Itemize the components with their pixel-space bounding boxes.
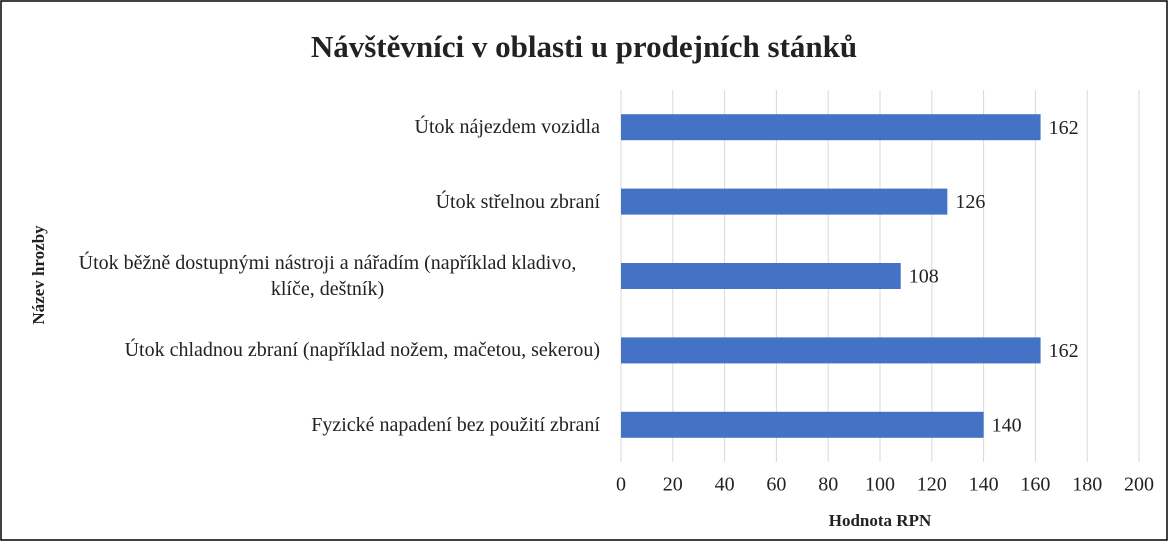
y-tick-label: Útok střelnou zbraní <box>435 190 600 213</box>
bar <box>621 188 948 215</box>
x-tick-label: 100 <box>865 474 895 496</box>
x-tick-label: 180 <box>1072 474 1102 496</box>
y-tick-label: Fyzické napadení bez použití zbraní <box>311 413 600 436</box>
x-tick-label: 80 <box>818 474 838 496</box>
x-tick-label: 20 <box>663 474 683 496</box>
x-tick-label: 60 <box>766 474 786 496</box>
x-tick-label: 140 <box>969 474 999 496</box>
x-tick-label: 200 <box>1124 474 1154 496</box>
y-tick-label: Útok běžně dostupnými nástroji a nářadím… <box>78 252 577 300</box>
y-tick-label: Útok chladnou zbraní (například nožem, m… <box>124 339 600 362</box>
x-tick-label: 120 <box>917 474 947 496</box>
data-label: 162 <box>1049 117 1079 139</box>
data-label: 108 <box>909 266 939 288</box>
chart-title: Návštěvníci v oblasti u prodejních stánk… <box>311 29 857 64</box>
y-tick-label: Útok nájezdem vozidla <box>414 116 601 139</box>
data-label: 162 <box>1049 340 1079 362</box>
data-label: 140 <box>992 414 1022 436</box>
x-axis-title: Hodnota RPN <box>829 511 932 530</box>
x-tick-label: 40 <box>715 474 735 496</box>
bar <box>621 337 1041 364</box>
bar <box>621 263 901 289</box>
x-tick-label: 160 <box>1020 474 1050 496</box>
bar <box>621 114 1041 141</box>
data-label: 126 <box>955 191 985 213</box>
bar <box>621 411 984 438</box>
x-tick-label: 0 <box>616 474 626 496</box>
y-axis-title: Název hrozby <box>29 225 48 325</box>
